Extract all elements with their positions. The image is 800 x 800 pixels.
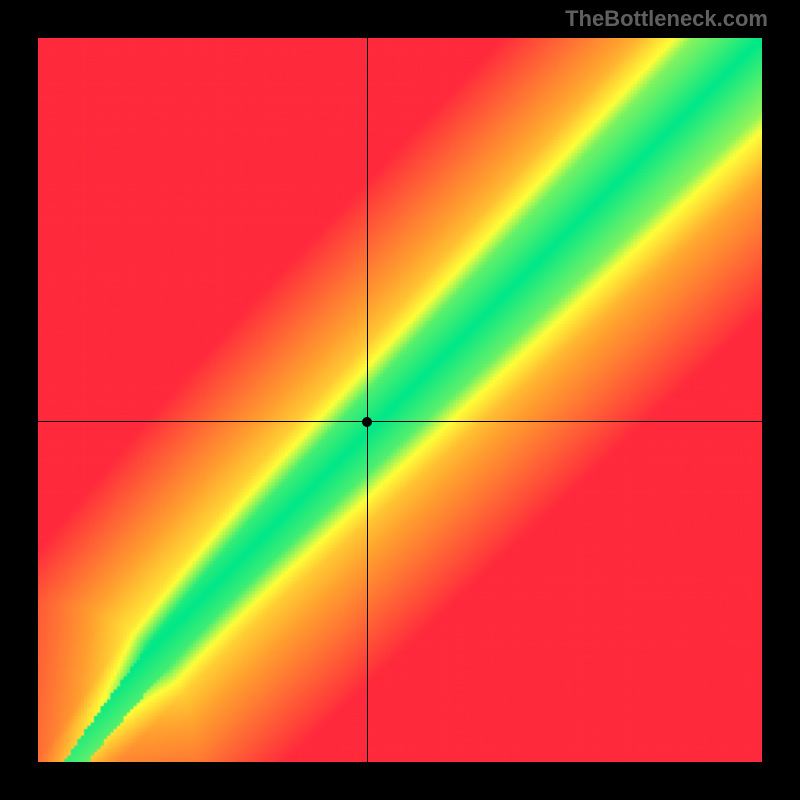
crosshair-horizontal (38, 421, 762, 422)
heatmap-canvas (38, 38, 762, 762)
marker-point (362, 417, 372, 427)
heatmap-plot (38, 38, 762, 762)
watermark-text: TheBottleneck.com (565, 6, 768, 32)
crosshair-vertical (367, 38, 368, 762)
